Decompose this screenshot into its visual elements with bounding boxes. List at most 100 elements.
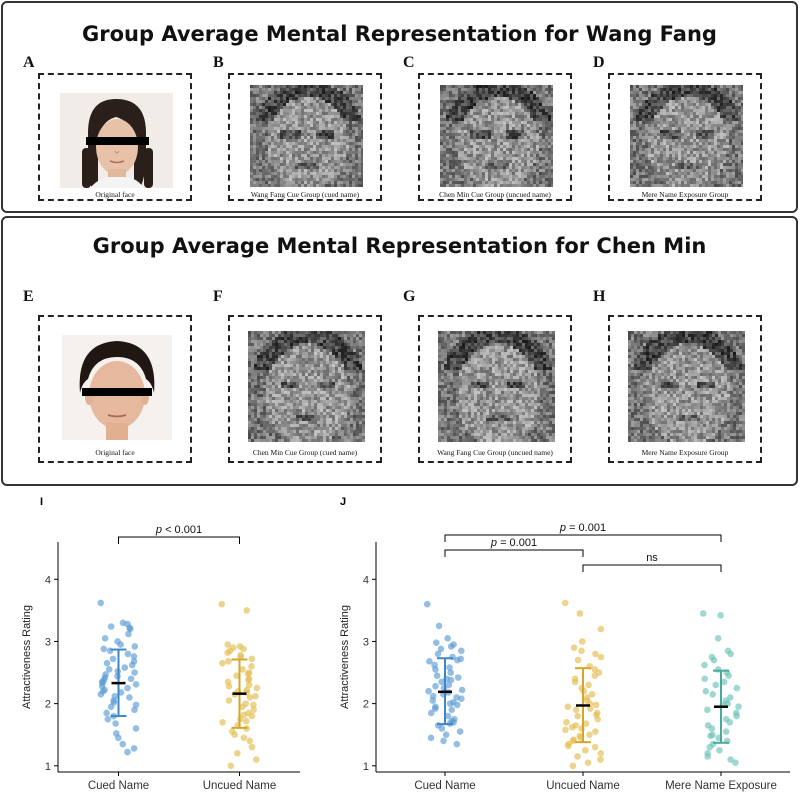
panel-h-caption: Mere Name Exposure Group xyxy=(641,448,729,457)
data-point xyxy=(219,718,226,726)
data-point xyxy=(572,706,580,714)
panel-g-frame: Wang Fang Cue Group (uncued name) xyxy=(418,315,572,463)
data-point xyxy=(591,743,599,751)
data-point xyxy=(243,607,251,614)
data-point xyxy=(710,656,718,664)
data-point xyxy=(127,675,135,683)
data-point xyxy=(131,706,138,714)
data-point xyxy=(124,650,132,658)
data-point xyxy=(574,656,582,664)
data-point xyxy=(218,600,226,608)
significance-bracket xyxy=(444,534,722,542)
data-point xyxy=(103,709,110,717)
data-point xyxy=(726,718,734,726)
data-point xyxy=(727,756,734,763)
chen-min-cued-ci-image xyxy=(248,331,365,442)
data-point xyxy=(733,712,740,720)
significance-bracket xyxy=(582,564,722,572)
panel-f-frame: Chen Min Cue Group (cued name) xyxy=(228,315,382,463)
data-point xyxy=(253,756,260,763)
chart-letter-j: J xyxy=(340,496,347,508)
data-point xyxy=(708,725,716,732)
data-point xyxy=(115,734,122,742)
data-point xyxy=(444,712,452,720)
data-point xyxy=(587,705,594,712)
panel-letter-d: D xyxy=(593,54,605,71)
data-point xyxy=(225,697,233,704)
data-point xyxy=(720,678,728,686)
data-point xyxy=(239,666,246,673)
significance-bracket xyxy=(118,536,240,544)
data-point xyxy=(699,610,707,617)
data-point xyxy=(107,703,115,711)
panel-letter-g: G xyxy=(403,288,416,305)
data-point xyxy=(706,743,714,751)
data-point xyxy=(246,737,254,745)
y-tick-label: 1 xyxy=(363,761,369,773)
wang-fang-mere-exposure-ci-image xyxy=(630,85,743,187)
data-point xyxy=(456,728,464,735)
panel-d-caption: Mere Name Exposure Group xyxy=(641,190,729,199)
data-point xyxy=(576,610,584,617)
data-point xyxy=(445,681,453,689)
data-point xyxy=(246,694,254,701)
significance-bracket xyxy=(444,549,584,557)
data-point xyxy=(433,672,441,679)
data-point xyxy=(225,682,233,690)
data-point xyxy=(444,635,451,642)
panel-letter-f: F xyxy=(213,288,223,305)
data-point xyxy=(578,647,585,655)
data-point xyxy=(597,750,605,757)
panel-letter-c: C xyxy=(403,54,415,71)
data-point xyxy=(434,650,442,658)
x-tick-label: Mere Name Exposure xyxy=(665,780,777,792)
significance-label: p < 0.001 xyxy=(155,524,202,536)
data-point xyxy=(219,659,226,667)
data-point xyxy=(453,740,461,748)
data-point xyxy=(121,664,129,671)
data-point xyxy=(453,701,461,709)
data-point xyxy=(432,682,439,690)
data-point xyxy=(128,661,136,669)
data-point xyxy=(130,653,138,660)
data-point xyxy=(100,645,108,653)
data-point xyxy=(231,731,238,739)
data-point xyxy=(574,753,581,760)
data-point xyxy=(117,641,124,648)
panel-letter-a: A xyxy=(23,54,35,71)
y-tick-label: 1 xyxy=(45,761,51,773)
data-point xyxy=(442,731,450,739)
data-point xyxy=(712,681,720,689)
y-tick-label: 4 xyxy=(45,574,51,586)
data-point xyxy=(119,740,127,748)
data-point xyxy=(243,717,250,725)
data-point xyxy=(224,649,232,656)
data-point xyxy=(584,759,592,766)
significance-label: p = 0.001 xyxy=(490,537,537,549)
data-point xyxy=(592,728,599,735)
data-point xyxy=(597,756,604,763)
data-point xyxy=(227,762,235,770)
data-point xyxy=(244,670,252,678)
data-point xyxy=(568,723,576,731)
data-point xyxy=(570,644,578,651)
data-point xyxy=(725,672,733,679)
data-point xyxy=(105,666,113,673)
data-point xyxy=(239,703,246,711)
x-tick-label: Uncued Name xyxy=(203,780,277,792)
data-point xyxy=(253,684,261,692)
data-point xyxy=(427,734,435,742)
panel-e-frame: Original face xyxy=(38,315,192,463)
data-point xyxy=(438,725,446,732)
data-point xyxy=(245,676,252,684)
data-point xyxy=(582,746,589,754)
data-point xyxy=(109,655,117,663)
data-point xyxy=(458,686,466,694)
data-point xyxy=(565,742,572,750)
data-point xyxy=(250,701,257,709)
data-point xyxy=(438,678,445,686)
x-tick-label: Cued Name xyxy=(88,780,149,792)
data-point xyxy=(722,728,730,735)
data-point xyxy=(597,653,605,661)
panel-h-frame: Mere Name Exposure Group xyxy=(608,315,762,463)
